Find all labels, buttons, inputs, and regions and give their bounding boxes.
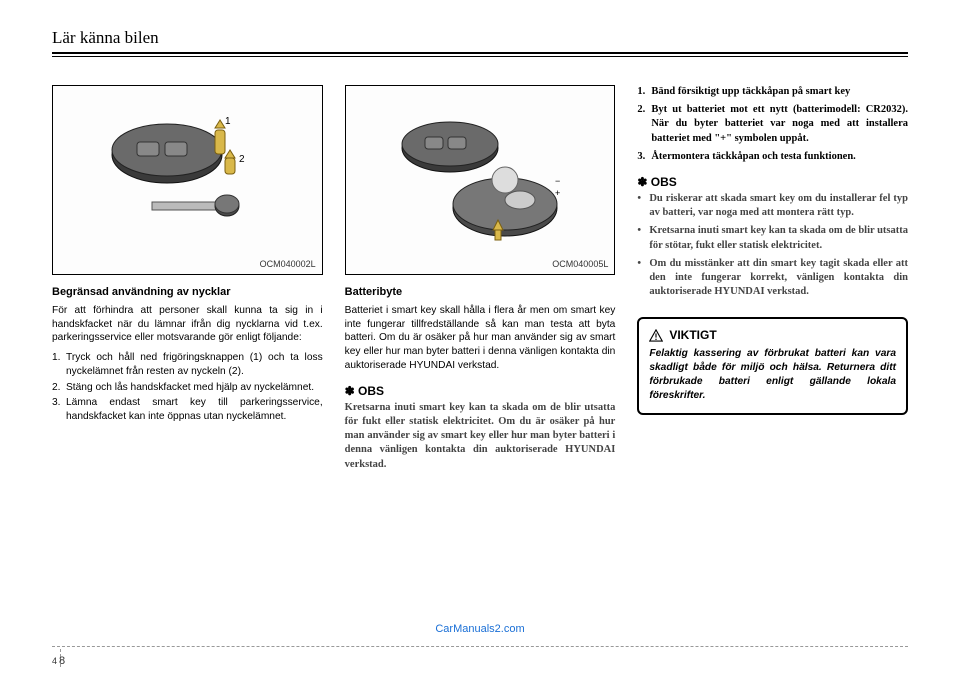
- watermark: CarManuals2.com: [435, 623, 524, 635]
- obs-heading-1: ✽ OBS: [345, 383, 616, 399]
- svg-text:+: +: [555, 188, 560, 198]
- header-rule-thin: [52, 56, 908, 57]
- list-item: 1.Bänd försiktigt upp täckkåpan på smart…: [637, 85, 908, 99]
- chapter-number: 4: [52, 656, 57, 666]
- list-item: 1.Tryck och håll ned frigöringsknappen (…: [52, 351, 323, 379]
- important-body: Felaktig kassering av förbrukat batteri …: [649, 347, 896, 402]
- header-rule-thick: [52, 52, 908, 54]
- list-item: 2.Byt ut batteriet mot ett nytt (batteri…: [637, 103, 908, 146]
- svg-text:−: −: [555, 176, 560, 186]
- warning-icon: [649, 329, 663, 342]
- column-2: − + OCM040005L Batteribyte Batteriet i s…: [345, 85, 616, 472]
- subheading-battery: Batteribyte: [345, 285, 616, 300]
- svg-text:2: 2: [239, 154, 245, 165]
- page-number-value: 8: [59, 655, 65, 667]
- list-item: •Om du misstänker att din smart key tagi…: [637, 257, 908, 300]
- svg-text:1: 1: [225, 116, 231, 127]
- column-1: 1 2 OCM040002L Begränsad användning av n…: [52, 85, 323, 472]
- important-box: VIKTIGT Felaktig kassering av förbrukat …: [637, 317, 908, 414]
- page-number: 4 8: [52, 655, 65, 667]
- intro-text-1: För att förhindra att personer skall kun…: [52, 304, 323, 345]
- key-release-illustration: 1 2: [97, 110, 277, 250]
- figure-code-2: OCM040005L: [552, 258, 608, 270]
- obs-body-1: Kretsarna inuti smart key kan ta skada o…: [345, 401, 616, 472]
- list-item: •Kretsarna inuti smart key kan ta skada …: [637, 224, 908, 252]
- important-label: VIKTIGT: [669, 327, 716, 343]
- list-item: 3.Lämna endast smart key till parkerings…: [52, 396, 323, 424]
- steps-list-3: 1.Bänd försiktigt upp täckkåpan på smart…: [637, 85, 908, 164]
- figure-key-release: 1 2 OCM040002L: [52, 85, 323, 275]
- header-title: Lär känna bilen: [52, 28, 908, 48]
- battery-replace-illustration: − +: [390, 110, 570, 250]
- list-item: 2.Stäng och lås handskfacket med hjälp a…: [52, 381, 323, 395]
- important-heading: VIKTIGT: [649, 327, 896, 343]
- footer-dotted-rule: [52, 646, 908, 647]
- list-item: 3.Återmontera täckkåpan och testa funkti…: [637, 150, 908, 164]
- figure-battery: − + OCM040005L: [345, 85, 616, 275]
- list-item: •Du riskerar att skada smart key om du i…: [637, 192, 908, 220]
- body-text-battery: Batteriet i smart key skall hålla i fler…: [345, 304, 616, 373]
- obs-bullets: •Du riskerar att skada smart key om du i…: [637, 192, 908, 299]
- figure-code-1: OCM040002L: [260, 258, 316, 270]
- content-columns: 1 2 OCM040002L Begränsad användning av n…: [52, 85, 908, 472]
- subheading-limited-use: Begränsad användning av nycklar: [52, 285, 323, 300]
- steps-list-1: 1.Tryck och håll ned frigöringsknappen (…: [52, 351, 323, 424]
- column-3: 1.Bänd försiktigt upp täckkåpan på smart…: [637, 85, 908, 472]
- obs-heading-2: ✽ OBS: [637, 174, 908, 190]
